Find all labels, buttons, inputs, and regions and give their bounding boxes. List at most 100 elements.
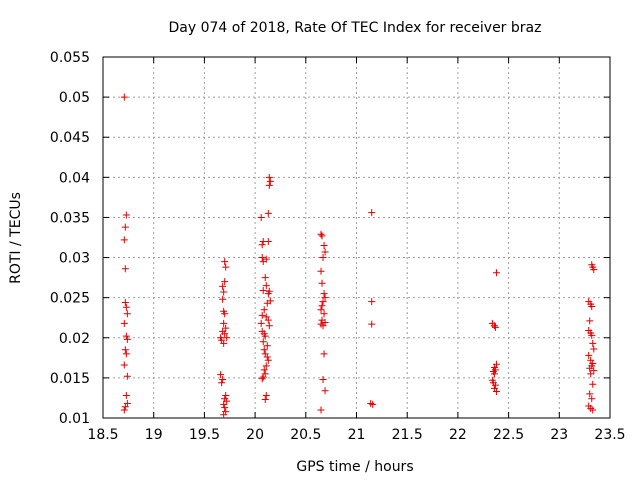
y-tick-label: 0.02 xyxy=(59,331,90,347)
x-tick-label: 20.5 xyxy=(290,427,321,443)
data-point xyxy=(586,364,594,372)
data-point xyxy=(490,322,498,330)
data-point xyxy=(221,310,229,318)
data-point xyxy=(220,400,228,408)
data-point xyxy=(586,390,594,398)
data-point xyxy=(120,406,128,414)
data-point xyxy=(590,266,598,274)
data-point xyxy=(259,286,267,294)
data-point xyxy=(222,324,230,332)
data-point xyxy=(220,288,228,296)
x-tick-label: 18.5 xyxy=(87,427,118,443)
data-point xyxy=(585,351,593,359)
x-tick-label: 19.5 xyxy=(189,427,220,443)
data-point xyxy=(259,258,267,266)
data-point xyxy=(266,177,274,185)
data-point xyxy=(318,302,326,310)
y-tick-label: 0.03 xyxy=(59,251,90,267)
data-point xyxy=(223,397,231,405)
data-point xyxy=(264,356,272,364)
data-point xyxy=(122,332,130,340)
data-point xyxy=(321,248,329,256)
data-point xyxy=(321,387,329,395)
data-point xyxy=(320,242,328,250)
x-tick-label: 22.5 xyxy=(493,427,524,443)
data-point xyxy=(320,350,328,358)
data-point xyxy=(220,411,228,419)
data-point xyxy=(258,311,266,319)
data-point xyxy=(368,298,376,306)
data-point xyxy=(261,274,269,282)
data-point xyxy=(260,346,268,354)
data-point xyxy=(263,299,271,307)
data-point xyxy=(589,406,597,414)
data-point xyxy=(221,330,229,338)
x-tick-label: 23 xyxy=(550,427,568,443)
data-point xyxy=(258,254,266,262)
data-point xyxy=(121,223,129,231)
data-point xyxy=(590,345,598,353)
grid-lines xyxy=(103,57,610,418)
data-point xyxy=(259,373,267,381)
data-point xyxy=(223,334,231,342)
data-point xyxy=(220,339,228,347)
data-point xyxy=(587,370,595,378)
x-tick-label: 22 xyxy=(449,427,467,443)
y-tick-label: 0.035 xyxy=(50,210,90,226)
data-point xyxy=(490,370,498,378)
data-point xyxy=(588,331,596,339)
data-point xyxy=(368,209,376,217)
data-point xyxy=(123,310,131,318)
data-point xyxy=(122,392,130,400)
data-point xyxy=(123,335,131,343)
data-point xyxy=(492,269,500,277)
data-point xyxy=(319,322,327,330)
data-point xyxy=(122,350,130,358)
y-tick-label: 0.015 xyxy=(50,371,90,387)
x-axis-ticks: 18.5 19 19.5 20 20.5 21 21.5 22 22.5 23 23.5 xyxy=(87,57,626,443)
data-point xyxy=(318,232,326,240)
data-point xyxy=(264,238,272,246)
data-point xyxy=(257,319,265,327)
data-point xyxy=(492,388,500,396)
data-point xyxy=(491,381,499,389)
data-point xyxy=(261,332,269,340)
data-point xyxy=(220,319,228,327)
data-point xyxy=(264,209,272,217)
data-point xyxy=(589,380,597,388)
data-point xyxy=(589,339,597,347)
y-tick-label: 0.04 xyxy=(59,170,90,186)
data-points xyxy=(120,93,598,419)
data-point xyxy=(120,93,128,101)
data-point xyxy=(122,211,130,219)
data-point xyxy=(263,342,271,350)
data-point xyxy=(218,379,226,387)
data-point xyxy=(259,338,267,346)
y-tick-label: 0.025 xyxy=(50,291,90,307)
data-point xyxy=(123,372,131,380)
data-point xyxy=(222,392,230,400)
data-point xyxy=(491,323,499,331)
data-point xyxy=(265,322,273,330)
data-point xyxy=(257,213,265,221)
y-tick-label: 0.045 xyxy=(50,130,90,146)
data-point xyxy=(263,353,271,361)
data-point xyxy=(258,375,266,383)
data-point xyxy=(320,310,328,318)
data-point xyxy=(265,173,273,181)
data-point xyxy=(219,295,227,303)
chart-title: Day 074 of 2018, Rate Of TEC Index for r… xyxy=(169,20,542,36)
data-point xyxy=(219,282,227,290)
data-point xyxy=(221,258,229,266)
data-point xyxy=(262,282,270,290)
data-point xyxy=(317,306,325,314)
x-axis-label: GPS time / hours xyxy=(296,459,413,475)
data-point xyxy=(258,241,266,249)
data-point xyxy=(264,316,272,324)
data-point xyxy=(588,395,596,403)
data-point xyxy=(260,366,268,374)
data-point xyxy=(319,254,327,262)
data-point xyxy=(590,367,598,375)
data-point xyxy=(120,319,128,327)
y-tick-label: 0.01 xyxy=(59,411,90,427)
